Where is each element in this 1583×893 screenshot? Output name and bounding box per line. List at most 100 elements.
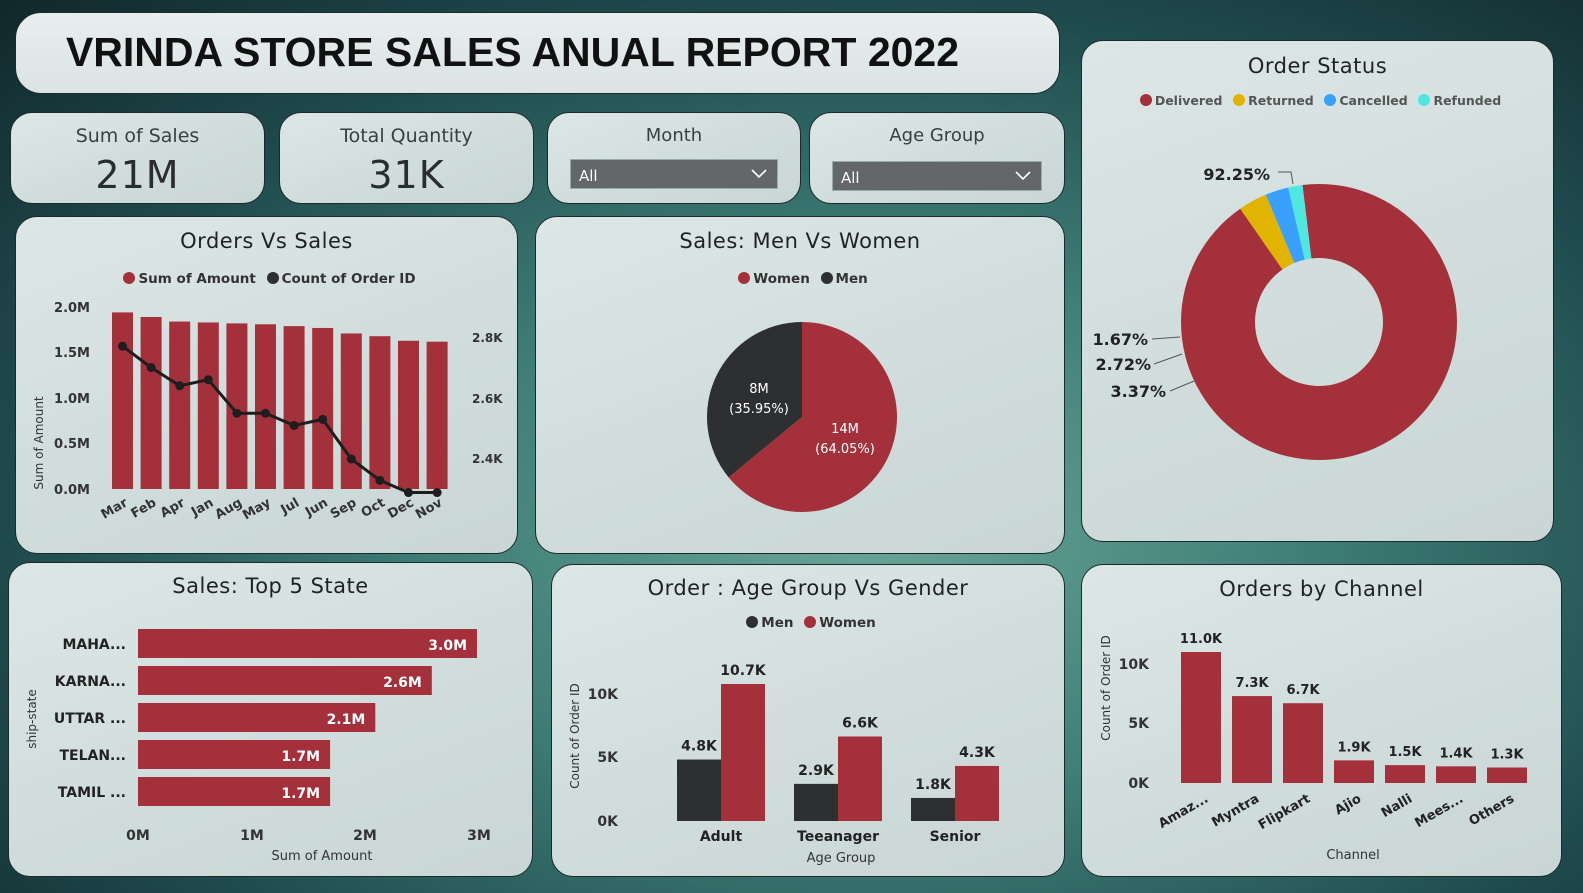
kpi-quantity-value: 31K — [368, 153, 445, 197]
donut-label-delivered: 92.25% — [1203, 165, 1270, 184]
category-label: TAMIL ... — [58, 785, 126, 801]
x-tick: 0M — [126, 828, 150, 844]
age-group-slicer: Age Group All — [809, 112, 1065, 204]
donut-label-returned: 3.37% — [1110, 382, 1166, 401]
x-tick: Apr — [158, 495, 188, 521]
x-tick: Adult — [700, 829, 743, 845]
chevron-down-icon — [1015, 171, 1031, 181]
legend-label-refunded: Refunded — [1433, 93, 1502, 108]
x-tick: Flipkart — [1256, 791, 1313, 833]
month-dropdown[interactable]: All — [570, 159, 778, 189]
channel-bar-chart: Count of Order ID Channel 10K 5K 0K 11.0… — [1099, 632, 1527, 863]
y-tick: 5K — [1128, 716, 1150, 732]
category-label: TELAN... — [59, 748, 126, 764]
bar — [838, 736, 882, 821]
orders-vs-sales-card: Orders Vs Sales Sum of Amount Count of O… — [15, 216, 518, 554]
legend-label-women: Women — [753, 271, 810, 287]
kpi-sales-label: Sum of Sales — [75, 125, 200, 147]
line-point — [375, 475, 385, 485]
x-tick: Senior — [930, 829, 981, 845]
x-tick: 1M — [240, 828, 264, 844]
y-tick: 0K — [1128, 776, 1150, 792]
men-vs-women-title: Sales: Men Vs Women — [679, 229, 921, 253]
y-axis-label: ship-state — [25, 689, 39, 749]
top-states-title: Sales: Top 5 State — [172, 574, 369, 598]
channel-card: Orders by Channel Count of Order ID Chan… — [1081, 564, 1562, 877]
age-group-dropdown-value: All — [841, 169, 860, 187]
order-status-donut-chart: 92.25% 1.67% 2.72% 3.37% — [1092, 165, 1457, 460]
bar — [677, 759, 721, 821]
bar-value-label: 10.7K — [720, 663, 767, 679]
bar-value-label: 2.9K — [798, 763, 835, 779]
line-point — [146, 363, 156, 372]
x-tick: Teeanager — [797, 829, 879, 845]
kpi-sales-value: 21M — [95, 153, 180, 197]
y-axis-label: Count of Order ID — [1099, 635, 1113, 741]
x-tick: Nov — [413, 495, 445, 522]
bar-value-label: 6.6K — [842, 715, 879, 731]
leader-line — [1169, 380, 1195, 392]
y-axis-label: Count of Order ID — [568, 683, 582, 789]
bar — [138, 703, 376, 732]
y-tick: 2.0M — [54, 301, 90, 316]
bar — [140, 316, 162, 489]
age-group-dropdown[interactable]: All — [832, 161, 1042, 191]
leader-line — [1151, 336, 1181, 340]
bar — [955, 765, 999, 821]
y-tick: 0K — [597, 814, 619, 830]
y-tick: 1.0M — [54, 392, 90, 407]
x-tick: Jun — [302, 495, 331, 520]
x-tick: Ajio — [1332, 791, 1364, 818]
orders-vs-sales-legend: Sum of Amount Count of Order ID — [16, 271, 517, 287]
legend-label-delivered: Delivered — [1154, 93, 1223, 108]
x-tick: Jul — [278, 495, 302, 518]
bar — [911, 797, 955, 821]
leader-line — [1153, 353, 1183, 365]
bar — [398, 340, 419, 489]
series-line — [121, 344, 438, 495]
top-states-card: Sales: Top 5 State ship-state Sum of Amo… — [8, 562, 533, 877]
x-tick: Oct — [359, 495, 388, 520]
legend-label-returned: Returned — [1248, 93, 1314, 108]
age-gender-legend: Men Women — [552, 615, 1064, 631]
bar — [169, 321, 191, 489]
x-tick: 2M — [353, 828, 377, 844]
bar-value-label: 1.3K — [1490, 748, 1524, 763]
report-title: VRINDA STORE SALES ANUAL REPORT 2022 — [65, 29, 960, 75]
bar-value-label: 11.0K — [1180, 632, 1223, 647]
category-label: UTTAR ... — [54, 711, 126, 727]
x-axis-label: Channel — [1326, 848, 1379, 863]
line-point — [318, 414, 328, 424]
donut-slice-cancelled — [1265, 187, 1305, 263]
y-axis-label: Sum of Amount — [32, 396, 46, 490]
bar — [794, 783, 838, 821]
y-tick: 10K — [1119, 657, 1150, 673]
chevron-down-icon — [751, 169, 767, 179]
x-tick: May — [240, 495, 274, 523]
legend-swatch-women — [738, 272, 751, 284]
line-point — [261, 408, 270, 418]
legend-swatch-cancelled — [1324, 94, 1337, 106]
bar-value-label: 2.1M — [327, 712, 366, 728]
x-tick: Mees... — [1412, 791, 1466, 831]
line-point — [404, 488, 413, 498]
line-point — [432, 488, 442, 498]
age-gender-title: Order : Age Group Vs Gender — [647, 576, 969, 600]
x-tick: 3M — [467, 828, 491, 844]
bar-value-label: 4.3K — [959, 745, 996, 761]
kpi-quantity-label: Total Quantity — [340, 125, 473, 147]
bar-value-label: 1.4K — [1439, 746, 1473, 761]
bar — [1436, 766, 1476, 783]
bar-value-label: 6.7K — [1286, 683, 1320, 698]
bar — [721, 684, 765, 821]
donut-label-refunded: 1.67% — [1092, 330, 1148, 349]
legend-label-amount: Sum of Amount — [138, 271, 256, 287]
legend-label-men: Men — [761, 615, 794, 631]
bar-value-label: 1.7M — [281, 786, 320, 802]
bar — [138, 740, 331, 769]
bar-value-label: 4.8K — [681, 739, 718, 755]
kpi-card-quantity: Total Quantity 31K — [279, 112, 534, 204]
bar — [138, 777, 331, 806]
legend-swatch-refunded — [1418, 94, 1431, 106]
bar — [1181, 652, 1221, 783]
